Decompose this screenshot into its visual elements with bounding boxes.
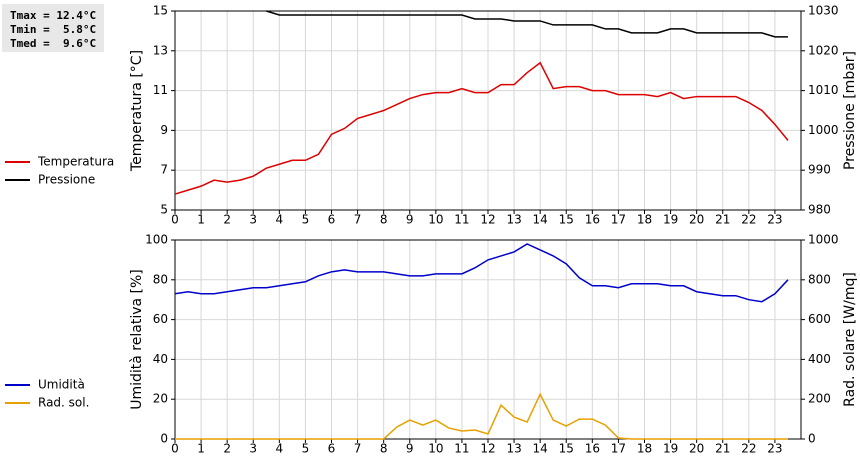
stat: Tmed = 9.6°C <box>10 37 96 50</box>
x-tick-label: 10 <box>428 442 443 456</box>
y-tick-label: 9 <box>160 123 168 137</box>
x-tick-label: 14 <box>533 213 548 227</box>
y-tick-label: 11 <box>153 83 168 97</box>
y-tick-label: 5 <box>160 203 168 217</box>
legend-label: Umidità <box>38 378 85 392</box>
stat: Tmax = 12.4°C <box>10 9 96 22</box>
y-tick-label: 13 <box>153 43 168 57</box>
x-tick-label: 12 <box>480 442 495 456</box>
legend-label: Rad. sol. <box>38 396 89 410</box>
y-tick-label: 60 <box>153 312 168 326</box>
x-tick-label: 15 <box>559 213 574 227</box>
stats-box <box>2 4 104 52</box>
x-tick-label: 18 <box>637 213 652 227</box>
y-tick-label: 15 <box>153 4 168 18</box>
x-tick-label: 23 <box>767 442 782 456</box>
y-tick-label: 40 <box>153 352 168 366</box>
data-line <box>174 61 789 195</box>
y2-tick-label: 400 <box>808 352 831 366</box>
y2-tick-label: 600 <box>808 312 831 326</box>
data-line <box>266 10 788 38</box>
plot-frame <box>174 10 802 211</box>
y-tick-label: 20 <box>153 392 168 406</box>
x-tick-label: 20 <box>689 442 704 456</box>
x-tick-label: 8 <box>380 442 388 456</box>
x-tick-label: 19 <box>663 213 678 227</box>
data-line <box>175 392 788 440</box>
x-tick-label: 4 <box>276 213 284 227</box>
x-tick-label: 17 <box>611 213 626 227</box>
y-tick-label: 7 <box>160 163 168 177</box>
y2-axis-label: Rad. solare [W/mq] <box>842 272 858 407</box>
legend-label: Pressione <box>38 173 95 187</box>
x-tick-label: 11 <box>454 213 469 227</box>
x-tick-label: 16 <box>585 442 600 456</box>
legend-label: Temperatura <box>37 155 114 169</box>
x-tick-label: 4 <box>276 442 284 456</box>
x-tick-label: 21 <box>715 442 730 456</box>
y-axis-label: Umidità relativa [%] <box>129 269 145 410</box>
x-tick-label: 17 <box>611 442 626 456</box>
x-tick-label: 16 <box>585 213 600 227</box>
y2-tick-label: 1030 <box>808 4 839 18</box>
stat: Tmin = 5.8°C <box>10 23 96 36</box>
x-tick-label: 14 <box>533 442 548 456</box>
x-tick-label: 10 <box>428 213 443 227</box>
x-tick-label: 5 <box>302 213 310 227</box>
x-tick-label: 7 <box>354 442 362 456</box>
y2-tick-label: 0 <box>808 432 816 446</box>
x-tick-label: 3 <box>249 442 257 456</box>
y-tick-label: 0 <box>160 432 168 446</box>
y2-tick-label: 990 <box>808 163 831 177</box>
x-tick-label: 9 <box>406 442 414 456</box>
x-tick-label: 0 <box>171 213 179 227</box>
x-tick-label: 5 <box>302 442 310 456</box>
y2-tick-label: 1010 <box>808 83 839 97</box>
x-tick-label: 2 <box>223 213 231 227</box>
x-tick-label: 2 <box>223 442 231 456</box>
x-tick-label: 19 <box>663 442 678 456</box>
y2-tick-label: 1000 <box>808 233 839 247</box>
y2-tick-label: 1000 <box>808 123 839 137</box>
x-tick-label: 13 <box>506 213 521 227</box>
y2-tick-label: 200 <box>808 392 831 406</box>
y-tick-label: 100 <box>145 233 168 247</box>
y-tick-label: 80 <box>153 272 168 286</box>
y2-axis-label: Pressione [mbar] <box>842 51 858 170</box>
x-tick-label: 9 <box>406 213 414 227</box>
x-tick-label: 18 <box>637 442 652 456</box>
plot-frame <box>174 239 802 440</box>
x-tick-label: 11 <box>454 442 469 456</box>
x-tick-label: 3 <box>249 213 257 227</box>
x-tick-label: 23 <box>767 213 782 227</box>
y2-tick-label: 1020 <box>808 43 839 57</box>
x-tick-label: 20 <box>689 213 704 227</box>
x-tick-label: 21 <box>715 213 730 227</box>
y-axis-label: Temperatura [°C] <box>129 50 145 172</box>
y2-tick-label: 800 <box>808 272 831 286</box>
x-tick-label: 13 <box>506 442 521 456</box>
data-line <box>174 243 789 303</box>
x-tick-label: 7 <box>354 213 362 227</box>
x-tick-label: 15 <box>559 442 574 456</box>
x-tick-label: 6 <box>328 442 336 456</box>
x-tick-label: 1 <box>197 442 205 456</box>
x-tick-label: 22 <box>741 213 756 227</box>
x-tick-label: 22 <box>741 442 756 456</box>
x-tick-label: 8 <box>380 213 388 227</box>
x-tick-label: 12 <box>480 213 495 227</box>
x-tick-label: 6 <box>328 213 336 227</box>
x-tick-label: 1 <box>197 213 205 227</box>
x-tick-label: 0 <box>171 442 179 456</box>
y2-tick-label: 980 <box>808 203 831 217</box>
